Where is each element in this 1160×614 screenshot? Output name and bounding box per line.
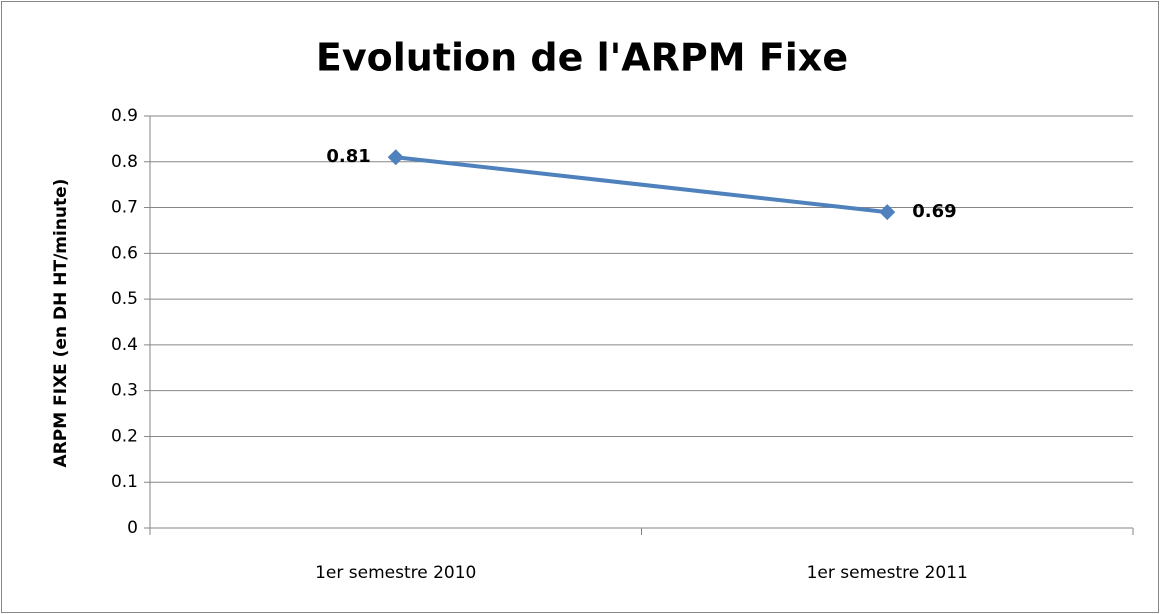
y-tick-label: 0.4 — [111, 335, 138, 355]
y-tick-label: 0.2 — [111, 426, 138, 446]
chart-title: Evolution de l'ARPM Fixe — [316, 36, 848, 80]
marker — [879, 204, 896, 221]
y-tick-label: 0.9 — [111, 106, 138, 126]
y-tick-label: 0 — [127, 518, 138, 538]
series-line — [395, 155, 888, 215]
y-axis-label: ARPM FIXE (en DH HT/minute) — [51, 179, 71, 468]
y-tick-label: 0.5 — [111, 289, 138, 309]
y-tick-label: 0.6 — [111, 243, 138, 263]
y-tick-label: 0.1 — [111, 472, 138, 492]
data-label: 0.69 — [912, 201, 956, 222]
y-tick-label: 0.7 — [111, 198, 138, 218]
data-label: 0.81 — [326, 146, 370, 167]
marker — [387, 149, 404, 166]
y-tick-label: 0.8 — [111, 152, 138, 172]
x-tick-label: 1er semestre 2011 — [807, 563, 968, 583]
y-tick-label: 0.3 — [111, 381, 138, 401]
x-tick-label: 1er semestre 2010 — [315, 563, 476, 583]
